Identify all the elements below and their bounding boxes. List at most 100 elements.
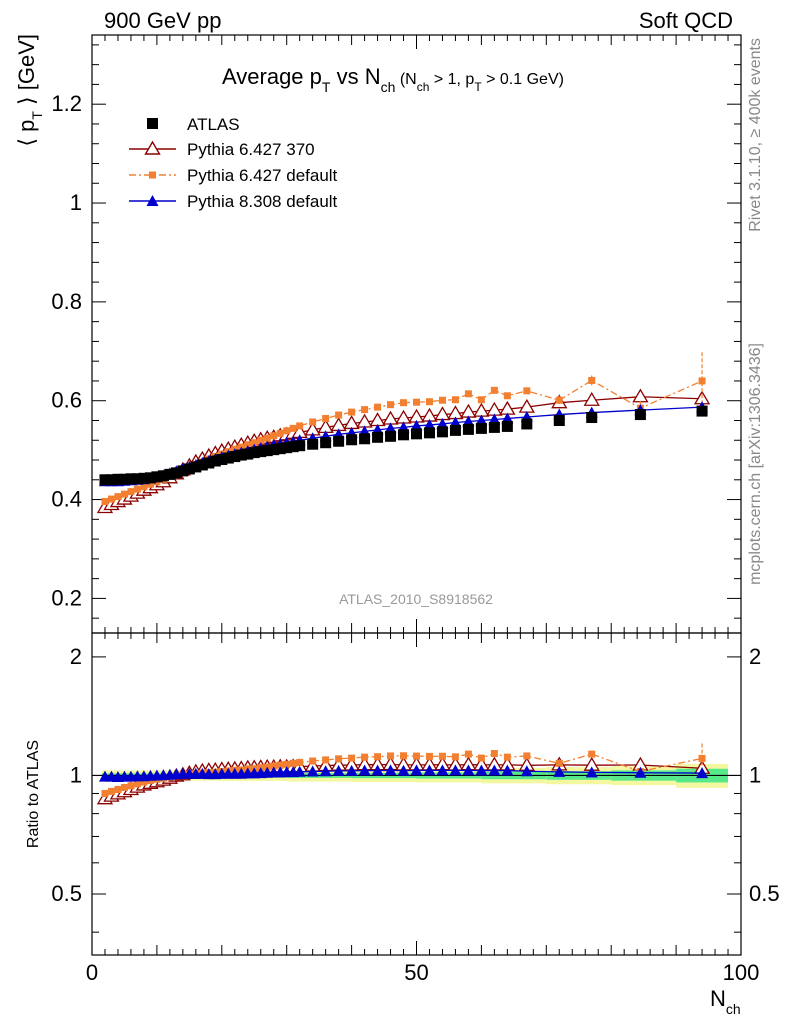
ratio-y-tick-label-right: 0.5 [749,881,780,906]
main-title: Average pT vs Nch (Nch > 1, pT > 0.1 GeV… [222,64,564,95]
ratio-point-pythia-8-308-default [501,764,514,776]
main-point-pythia-6-427-default [413,398,420,406]
ratio-point-pythia-8-308-default [384,764,397,776]
main-point-atlas [164,468,176,480]
main-point-pythia-6-427-370 [583,391,600,406]
main-point-pythia-8-308-default [449,416,462,428]
main-point-atlas [294,440,306,452]
side-source-text: mcplots.cern.ch [arXiv:1306.3436] [747,343,764,585]
legend-label-pythia6-default: Pythia 6.427 default [187,166,338,185]
main-point-atlas [553,414,565,426]
legend-marker-pythia8-default [146,195,159,206]
main-point-pythia-6-427-default [120,490,128,498]
main-point-atlas [183,463,195,475]
main-point-atlas [118,473,130,485]
ratio-point-pythia-6-427-default [503,753,511,761]
main-point-atlas [105,474,117,486]
y-tick-label: 1.2 [51,91,82,116]
main-point-atlas [196,459,208,471]
header-right: Soft QCD [639,8,733,33]
legend-label-pythia6-370: Pythia 6.427 370 [187,140,315,159]
ratio-point-pythia-8-308-default [345,764,358,776]
main-point-pythia-6-427-default [270,432,278,440]
ratio-point-pythia-6-427-default [120,783,128,791]
main-point-pythia-6-427-default [101,498,109,506]
y-tick-label: 0.4 [51,487,82,512]
analysis-watermark: ATLAS_2010_S8918562 [339,591,493,607]
ratio-series-pythia-8-308-default [98,764,709,782]
ratio-point-pythia-6-427-default [387,752,395,760]
main-point-pythia-6-427-default [289,424,297,432]
x-tick-label: 100 [723,960,760,985]
main-point-atlas [287,441,299,453]
ratio-point-pythia-8-308-default [553,765,566,777]
ratio-point-pythia-6-427-default [127,782,135,790]
legend-marker-pythia6-default [149,171,156,179]
main-point-atlas [398,429,410,441]
main-point-pythia-8-308-default [436,417,449,429]
main-point-atlas [423,427,435,439]
ratio-point-pythia-8-308-default [358,764,371,776]
main-point-pythia-8-308-default [488,413,501,425]
main-point-pythia-6-427-default [276,429,284,437]
legend: ATLAS Pythia 6.427 370 Pythia 6.427 defa… [129,115,338,211]
main-point-atlas [501,420,513,432]
main-point-pythia-6-427-default [588,376,596,384]
ratio-point-pythia-6-427-default [464,750,472,758]
ratio-point-pythia-8-308-default [371,764,384,776]
main-point-atlas [307,438,319,450]
ratio-point-pythia-6-427-default [270,762,278,770]
ratio-point-pythia-6-427-default [283,760,291,768]
ratio-point-pythia-6-427-default [101,789,109,797]
ratio-y-tick-label-left: 0.5 [51,881,82,906]
ratio-y-tick-label-left: 2 [70,644,82,669]
main-series-layer [96,352,711,514]
main-point-pythia-6-427-default [250,439,258,447]
ratio-point-pythia-6-427-default [140,778,148,786]
legend-item-pythia8-default: Pythia 8.308 default [129,192,338,211]
side-version-text: Rivet 3.1.10, ≥ 400k events [747,38,764,232]
main-point-atlas [320,437,332,449]
legend-label-pythia8-default: Pythia 8.308 default [187,192,338,211]
main-point-atlas [449,424,461,436]
main-point-pythia-6-427-default [490,386,498,394]
ratio-ylabel: Ratio to ATLAS [25,740,42,848]
y-tick-label: 1 [70,190,82,215]
main-point-atlas [359,433,371,445]
main-point-atlas [222,452,234,464]
main-point-atlas [696,405,708,417]
main-point-atlas [586,412,598,424]
ratio-point-pythia-6-427-default [361,753,369,761]
main-point-atlas [216,454,228,466]
main-point-atlas [281,442,293,454]
ratio-point-pythia-6-427-default [477,754,485,762]
ratio-point-pythia-8-308-default [462,764,475,776]
main-point-atlas [125,473,137,485]
main-point-atlas [436,426,448,438]
legend-item-pythia6-370: Pythia 6.427 370 [129,140,315,159]
main-point-pythia-6-427-default [451,396,459,404]
y-tick-label: 0.6 [51,388,82,413]
ratio-point-pythia-8-308-default [306,765,319,777]
ratio-point-pythia-8-308-default [332,764,345,776]
main-point-pythia-6-427-default [133,485,141,493]
ratio-point-pythia-6-427-default [438,752,446,760]
main-point-pythia-6-427-default [140,483,148,491]
main-point-atlas [261,445,273,457]
main-point-pythia-6-427-default [127,488,135,496]
main-point-pythia-6-427-default [555,396,563,404]
ratio-point-pythia-6-427-default [335,755,343,763]
main-point-atlas [248,447,260,459]
legend-marker-pythia6-370 [144,140,161,155]
main-point-atlas [274,443,286,455]
main-point-pythia-8-308-default [384,422,397,434]
main-point-pythia-6-427-default [296,422,304,430]
main-point-atlas [268,444,280,456]
x-tick-label: 50 [404,960,428,985]
main-point-atlas [333,435,345,447]
main-point-atlas [229,451,241,463]
legend-marker-atlas [147,118,158,129]
ratio-point-pythia-8-308-default [475,764,488,776]
ratio-point-pythia-6-427-default [348,754,356,762]
main-point-pythia-6-427-default [335,411,343,419]
